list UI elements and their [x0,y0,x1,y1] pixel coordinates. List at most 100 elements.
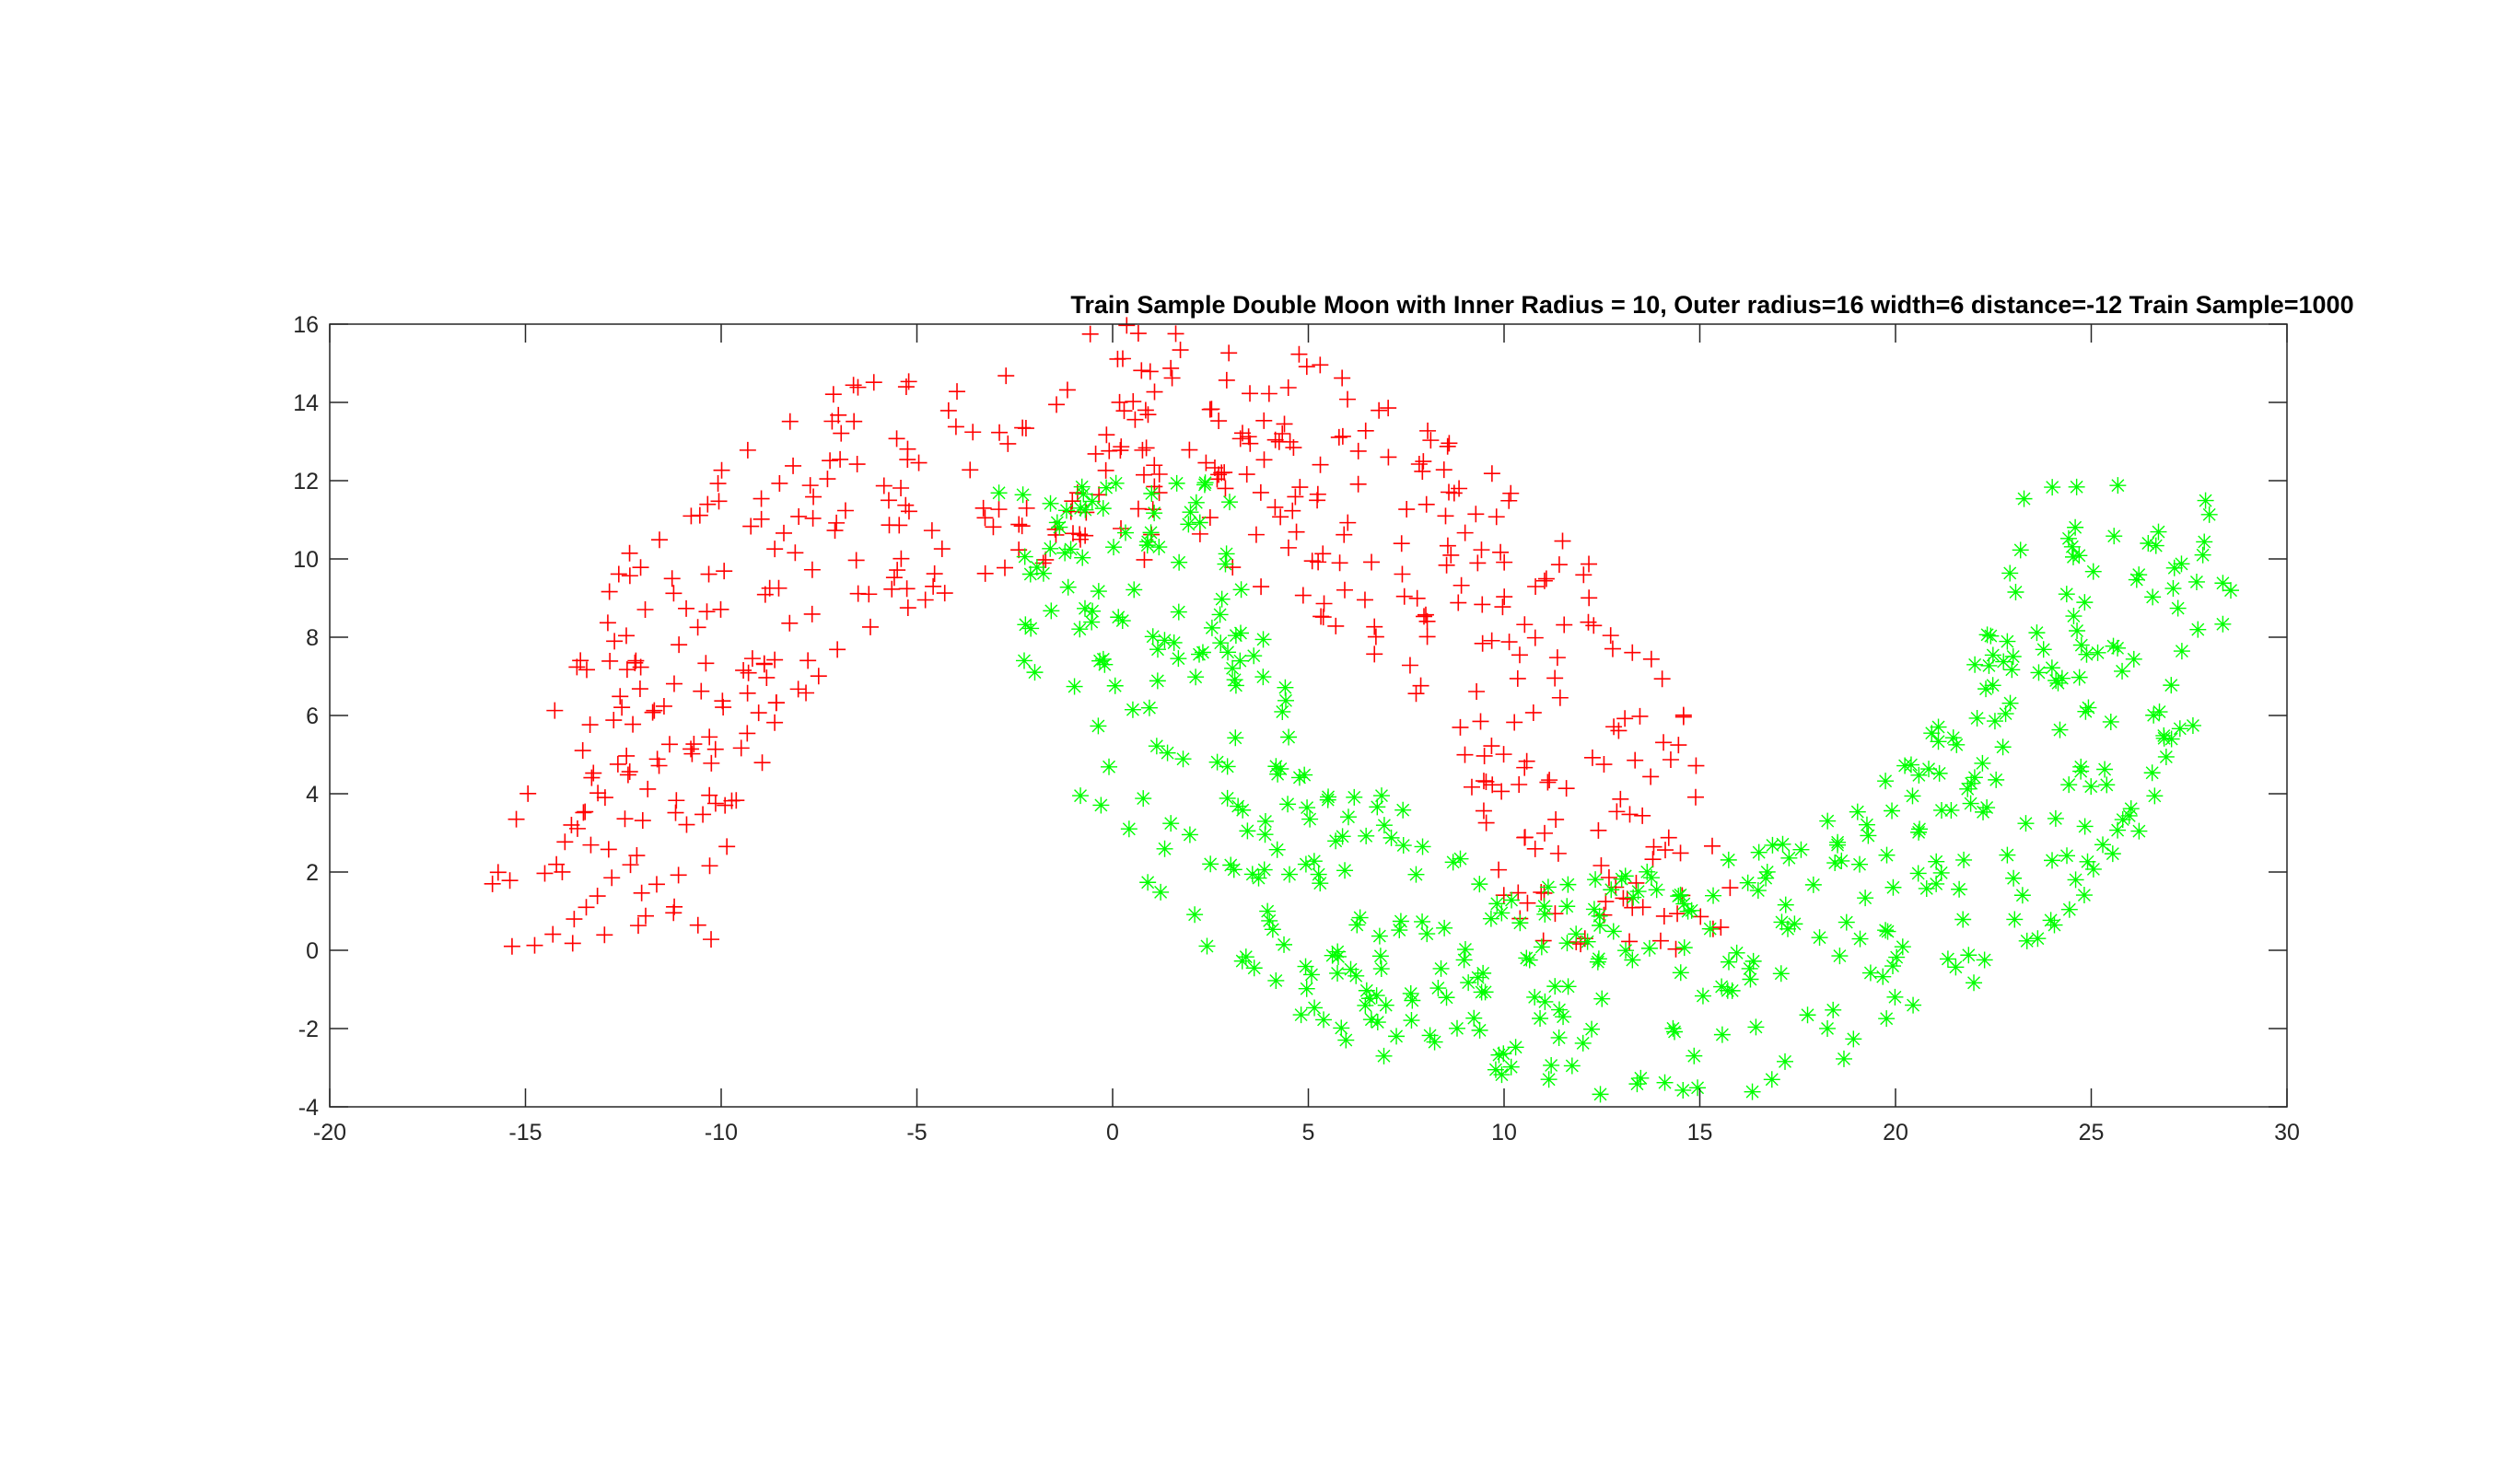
data-point-asterisk [990,484,1008,502]
data-point-plus [900,503,917,520]
data-point-plus [822,452,839,470]
data-point-plus [689,916,706,934]
x-tick-label: 10 [1491,1120,1517,1146]
data-point-asterisk [1348,967,1365,984]
data-point-plus [830,406,847,424]
data-point-asterisk [1487,1061,1504,1078]
data-point-plus [846,413,863,430]
data-point-asterisk [2028,624,2046,642]
x-tick-label: 15 [1687,1120,1713,1146]
data-point-plus [717,797,734,814]
data-point-plus [1452,576,1470,594]
data-point-asterisk [1819,812,1837,830]
data-point-asterisk [2005,869,2023,887]
data-point-plus [622,856,639,874]
data-point-plus [875,477,892,494]
data-point-asterisk [1675,939,1693,957]
data-point-plus [1605,718,1623,736]
data-point-plus [824,386,842,403]
data-point-asterisk [2069,622,2086,640]
data-point-asterisk [2060,776,2078,794]
data-point-asterisk [1471,1021,1488,1039]
data-point-plus [1494,599,1511,616]
data-point-asterisk [1222,856,1240,874]
data-point-plus [1547,810,1565,828]
data-point-asterisk [1073,478,1091,495]
data-point-plus [1655,907,1673,925]
data-point-asterisk [1142,524,1160,541]
data-point-asterisk [1150,539,1168,556]
data-point-asterisk [1982,627,2000,645]
data-point-plus [880,492,897,509]
data-point-asterisk [1550,1001,1568,1018]
data-point-plus [665,675,682,692]
data-point-asterisk [1114,612,1131,630]
data-point-plus [1657,842,1674,859]
x-tick-label: 5 [1302,1120,1315,1146]
data-point-plus [1394,565,1411,583]
data-point-plus [1111,393,1128,411]
data-point-asterisk [1555,1008,1572,1026]
data-point-plus [1314,609,1332,626]
data-point-plus [881,517,898,534]
data-point-plus [1615,890,1632,907]
data-point-asterisk [1701,920,1719,937]
data-point-plus [1510,884,1527,901]
data-point-plus [1125,393,1142,411]
data-point-plus [1113,438,1130,456]
data-point-plus [1548,649,1566,667]
data-point-asterisk [1894,938,1911,956]
data-point-plus [770,579,788,597]
data-point-asterisk [2078,645,2095,663]
data-point-asterisk [1632,1069,1650,1087]
x-tick-label: 25 [2079,1120,2105,1146]
x-tick-label: -15 [508,1120,542,1146]
data-point-asterisk [1168,474,1185,492]
data-point-asterisk [1591,907,1608,925]
data-point-plus [1556,616,1573,634]
data-point-asterisk [1139,874,1157,891]
data-point-asterisk [2013,887,2031,904]
data-point-asterisk [1066,678,1083,695]
data-point-asterisk [1279,796,1297,813]
data-point-plus [1511,646,1528,664]
data-point-plus [1516,759,1534,776]
data-point-asterisk [2076,818,2094,835]
data-point-plus [1129,325,1147,343]
data-point-plus [644,704,661,721]
data-point-asterisk [1107,474,1125,492]
data-point-plus [803,605,821,622]
data-point-plus [1651,932,1669,949]
data-point-plus [848,456,866,473]
data-point-asterisk [1679,902,1697,920]
data-point-plus [621,567,638,585]
data-point-plus [899,599,916,617]
data-point-plus [1181,441,1198,459]
data-point-asterisk [2043,659,2060,677]
data-point-asterisk [1074,549,1091,566]
data-point-plus [947,418,964,436]
data-point-plus [1309,492,1326,509]
data-point-plus [1279,539,1297,556]
data-point-asterisk [1219,758,1236,775]
data-point-asterisk [1535,898,1553,915]
data-point-asterisk [2067,518,2084,536]
data-point-asterisk [1324,947,1341,964]
data-point-asterisk [2109,821,2127,839]
data-point-plus [926,565,943,583]
data-point-asterisk [2004,648,2022,666]
data-point-asterisk [1297,855,1314,873]
data-point-asterisk [1358,827,1375,844]
data-point-asterisk [1126,581,1143,599]
data-point-asterisk [2067,871,2084,889]
chart-title: Train Sample Double Moon with Inner Radi… [1070,291,2353,319]
data-point-asterisk [1026,664,1044,681]
data-point-plus [766,541,784,558]
data-point-asterisk [1051,518,1068,536]
data-point-asterisk [1831,948,1849,965]
data-point-asterisk [2059,847,2076,865]
data-point-asterisk [1705,887,1722,904]
data-point-asterisk [1590,950,1607,968]
data-point-asterisk [1884,802,1901,820]
